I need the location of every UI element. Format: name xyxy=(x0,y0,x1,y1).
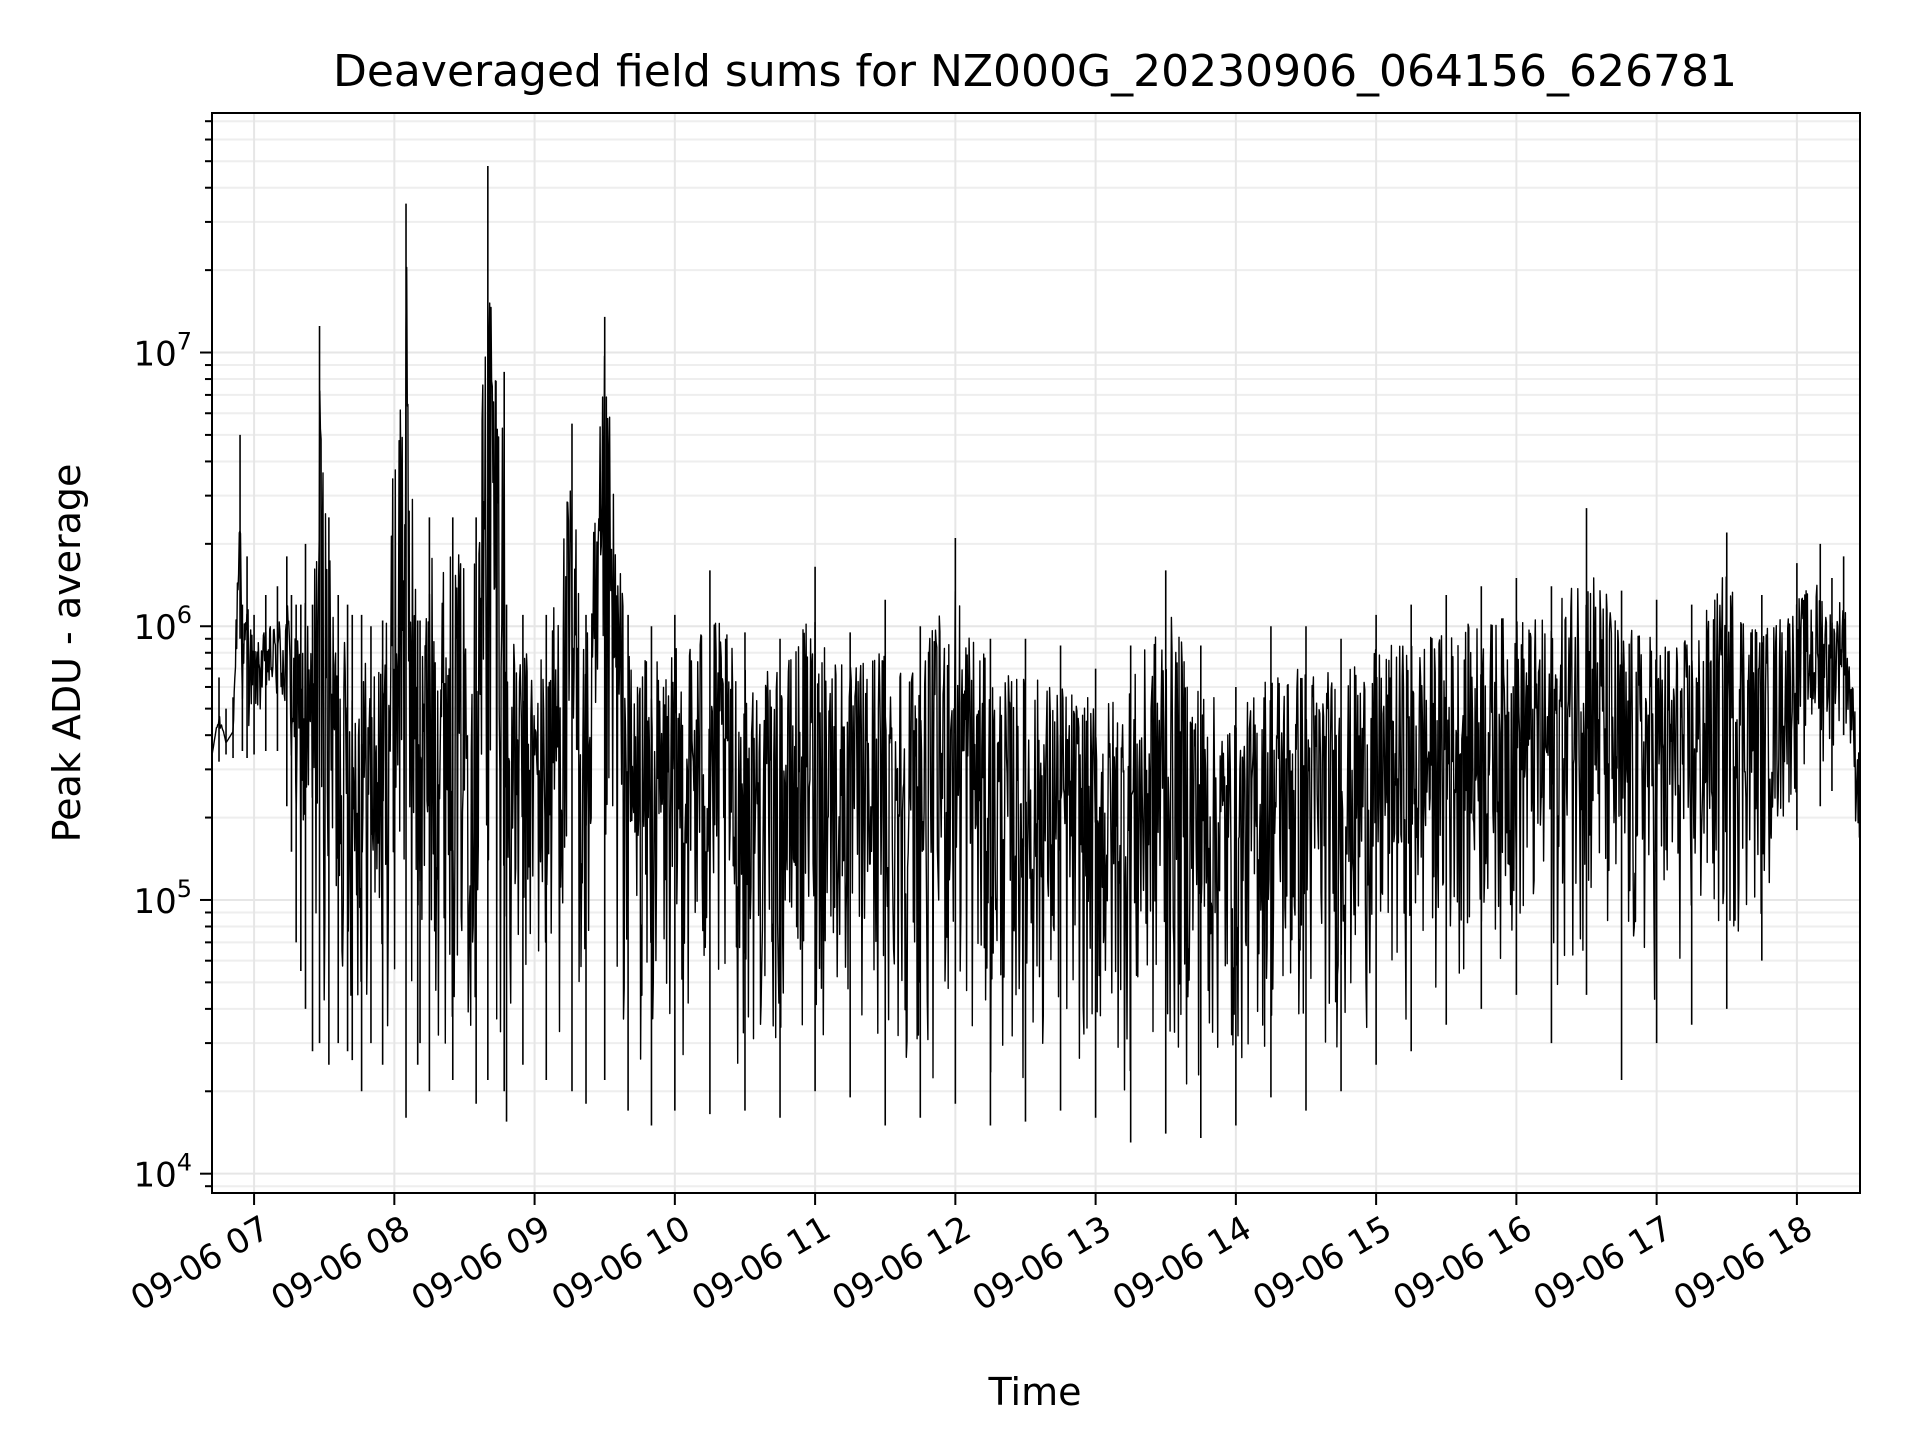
series-line xyxy=(211,266,1861,1091)
y-tick-base: 10 xyxy=(133,608,176,648)
y-tick-label: 104 xyxy=(133,1149,192,1196)
series-trace-layer xyxy=(211,166,1861,1143)
y-tick-base: 10 xyxy=(133,335,176,375)
chart-title: Deaveraged field sums for NZ000G_2023090… xyxy=(333,46,1737,97)
y-tick-base: 10 xyxy=(133,882,176,922)
y-tick-base: 10 xyxy=(133,1156,176,1196)
y-axis-label: Peak ADU - average xyxy=(45,464,89,843)
y-tick-exponent: 6 xyxy=(177,601,192,629)
x-axis-label: Time xyxy=(988,1370,1082,1414)
y-tick-label: 105 xyxy=(133,875,192,922)
y-tick-exponent: 7 xyxy=(177,328,192,356)
y-tick-label: 107 xyxy=(133,328,192,375)
y-tick-label: 106 xyxy=(133,601,192,648)
y-tick-exponent: 5 xyxy=(177,875,192,903)
y-tick-exponent: 4 xyxy=(177,1149,192,1177)
